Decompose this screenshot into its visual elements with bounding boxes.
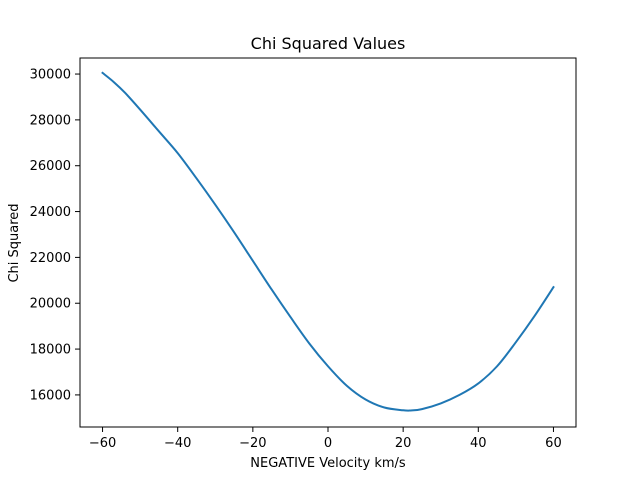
- y-tick-label: 26000: [30, 159, 71, 174]
- y-axis-label: Chi Squared: [7, 203, 22, 282]
- y-tick-label: 24000: [30, 205, 71, 220]
- x-tick-label: −60: [89, 436, 116, 451]
- y-tick-label: 28000: [30, 113, 71, 128]
- x-tick-label: 20: [395, 436, 412, 451]
- y-tick-label: 30000: [30, 68, 71, 83]
- y-tick-label: 22000: [30, 251, 71, 266]
- x-axis-label: NEGATIVE Velocity km/s: [250, 456, 406, 471]
- y-axis: 16000 18000 20000 22000 24000 26000 28000 30000: [30, 68, 80, 403]
- x-tick-label: −40: [164, 436, 191, 451]
- x-tick-label: 60: [545, 436, 562, 451]
- y-tick-label: 16000: [30, 388, 71, 403]
- plot-area: [101, 71, 555, 412]
- x-tick-label: −20: [239, 436, 266, 451]
- chi-squared-line: [101, 71, 555, 412]
- x-tick-label: 40: [470, 436, 487, 451]
- x-tick-label: 0: [324, 436, 332, 451]
- x-axis: −60 −40 −20 0 20 40 60: [89, 427, 562, 451]
- y-tick-label: 20000: [30, 297, 71, 312]
- y-tick-label: 18000: [30, 343, 71, 358]
- chart-title: Chi Squared Values: [251, 34, 406, 53]
